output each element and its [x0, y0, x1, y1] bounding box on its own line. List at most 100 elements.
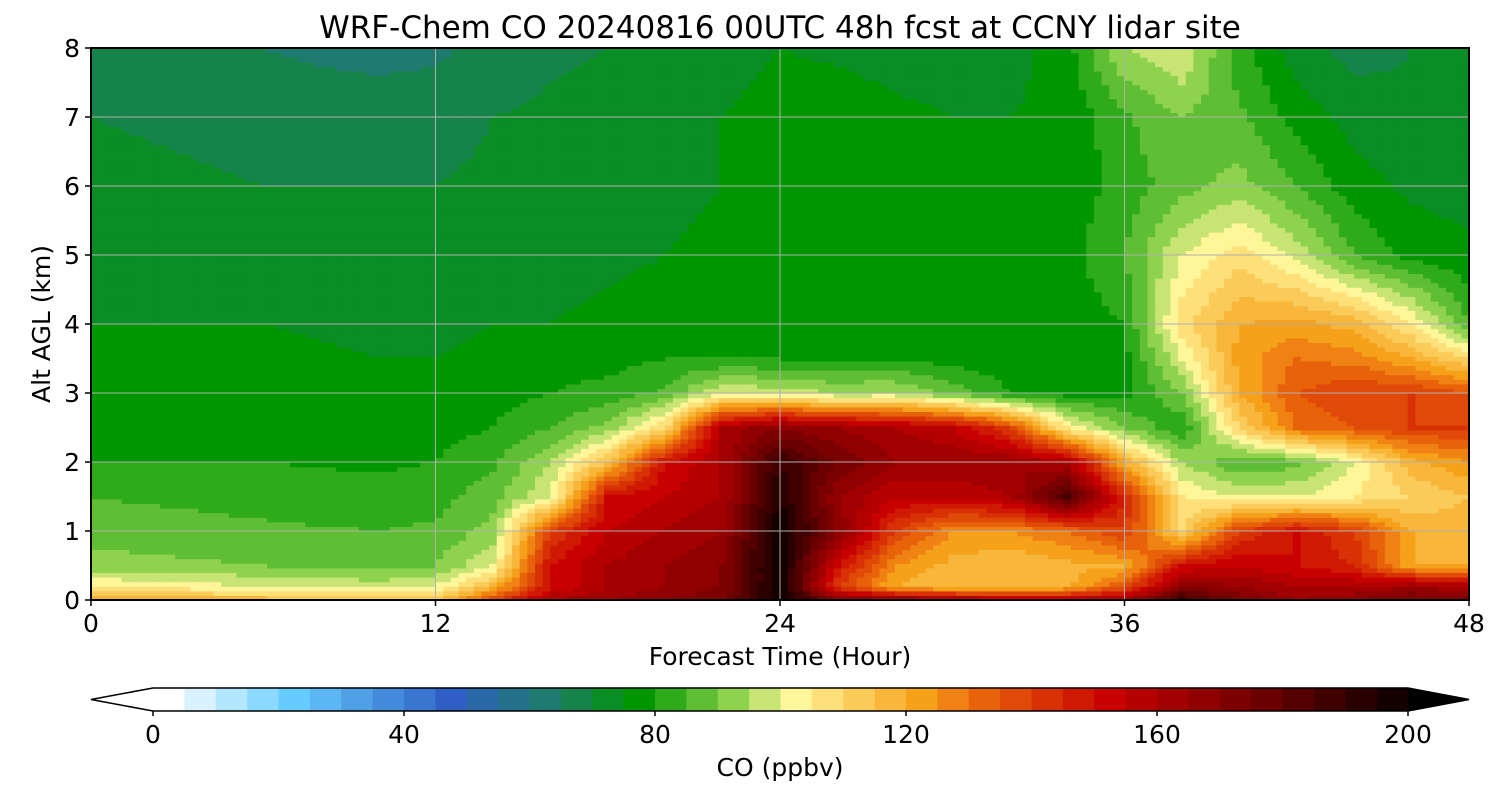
heatmap-cell: [726, 582, 734, 587]
heatmap-cell: [221, 586, 229, 591]
heatmap-cell: [535, 485, 543, 490]
heatmap-cell: [948, 485, 956, 490]
heatmap-cell: [1377, 503, 1385, 508]
heatmap-cell: [971, 536, 979, 541]
heatmap-cell: [1354, 591, 1362, 596]
heatmap-cell: [91, 480, 99, 485]
heatmap-cell: [221, 531, 229, 536]
heatmap-cell: [497, 517, 505, 522]
heatmap-cell: [925, 559, 933, 564]
heatmap-cell: [191, 568, 199, 573]
heatmap-cell: [436, 586, 444, 591]
heatmap-cell: [1033, 577, 1041, 582]
heatmap-cell: [1224, 513, 1232, 518]
heatmap-cell: [872, 480, 880, 485]
heatmap-cell: [1025, 549, 1033, 554]
heatmap-cell: [543, 476, 551, 481]
heatmap-cell: [941, 480, 949, 485]
heatmap-cell: [971, 545, 979, 550]
heatmap-cell: [1324, 508, 1332, 513]
heatmap-cell: [749, 476, 757, 481]
heatmap-cell: [566, 522, 574, 527]
heatmap-cell: [1109, 559, 1117, 564]
heatmap-cell: [1201, 513, 1209, 518]
heatmap-cell: [1017, 494, 1025, 499]
heatmap-cell: [581, 572, 589, 577]
heatmap-cell: [1048, 554, 1056, 559]
heatmap-cell: [1002, 572, 1010, 577]
heatmap-cell: [336, 513, 344, 518]
heatmap-cell: [535, 549, 543, 554]
heatmap-cell: [1316, 577, 1324, 582]
heatmap-cell: [175, 531, 183, 536]
heatmap-cell: [1354, 559, 1362, 564]
heatmap-cell: [282, 563, 290, 568]
heatmap-cell: [1385, 582, 1393, 587]
heatmap-cell: [1369, 522, 1377, 527]
heatmap-cell: [635, 563, 643, 568]
heatmap-cell: [328, 582, 336, 587]
heatmap-cell: [987, 480, 995, 485]
heatmap-cell: [849, 508, 857, 513]
heatmap-cell: [711, 503, 719, 508]
heatmap-cell: [772, 480, 780, 485]
heatmap-cell: [765, 563, 773, 568]
heatmap-cell: [458, 572, 466, 577]
heatmap-cell: [864, 490, 872, 495]
heatmap-cell: [642, 591, 650, 596]
heatmap-cell: [267, 582, 275, 587]
heatmap-cell: [1385, 549, 1393, 554]
heatmap-cell: [573, 494, 581, 499]
heatmap-cell: [114, 494, 122, 499]
heatmap-cell: [1201, 591, 1209, 596]
heatmap-cell: [382, 536, 390, 541]
heatmap-cell: [191, 531, 199, 536]
heatmap-cell: [1408, 531, 1416, 536]
heatmap-cell: [1331, 545, 1339, 550]
heatmap-cell: [1063, 513, 1071, 518]
heatmap-cell: [298, 582, 306, 587]
heatmap-cell: [734, 572, 742, 577]
heatmap-cell: [160, 591, 168, 596]
heatmap-cell: [627, 577, 635, 582]
heatmap-cell: [1147, 494, 1155, 499]
heatmap-cell: [573, 572, 581, 577]
heatmap-cell: [680, 471, 688, 476]
heatmap-cell: [1040, 490, 1048, 495]
heatmap-cell: [1017, 536, 1025, 541]
heatmap-cell: [1431, 540, 1439, 545]
heatmap-cell: [298, 545, 306, 550]
heatmap-cell: [1017, 545, 1025, 550]
heatmap-cell: [1040, 559, 1048, 564]
heatmap-cell: [413, 549, 421, 554]
heatmap-cell: [604, 508, 612, 513]
heatmap-cell: [1178, 531, 1186, 536]
heatmap-cell: [298, 536, 306, 541]
heatmap-cell: [466, 540, 474, 545]
heatmap-cell: [1010, 480, 1018, 485]
heatmap-cell: [367, 490, 375, 495]
heatmap-cell: [581, 485, 589, 490]
heatmap-cell: [1094, 522, 1102, 527]
heatmap-cell: [1155, 531, 1163, 536]
heatmap-cell: [1262, 582, 1270, 587]
heatmap-cell: [152, 591, 160, 596]
heatmap-cell: [481, 508, 489, 513]
heatmap-cell: [1423, 536, 1431, 541]
heatmap-cell: [711, 545, 719, 550]
heatmap-cell: [1392, 508, 1400, 513]
heatmap-cell: [703, 540, 711, 545]
heatmap-cell: [252, 577, 260, 582]
heatmap-cell: [1193, 485, 1201, 490]
heatmap-cell: [1362, 563, 1370, 568]
heatmap-cell: [328, 494, 336, 499]
heatmap-cell: [1423, 494, 1431, 499]
heatmap-cell: [964, 494, 972, 499]
heatmap-cell: [948, 531, 956, 536]
heatmap-cell: [129, 490, 137, 495]
heatmap-cell: [1454, 563, 1462, 568]
heatmap-cell: [213, 554, 221, 559]
heatmap-cell: [749, 586, 757, 591]
heatmap-cell: [1354, 572, 1362, 577]
heatmap-cell: [221, 513, 229, 518]
